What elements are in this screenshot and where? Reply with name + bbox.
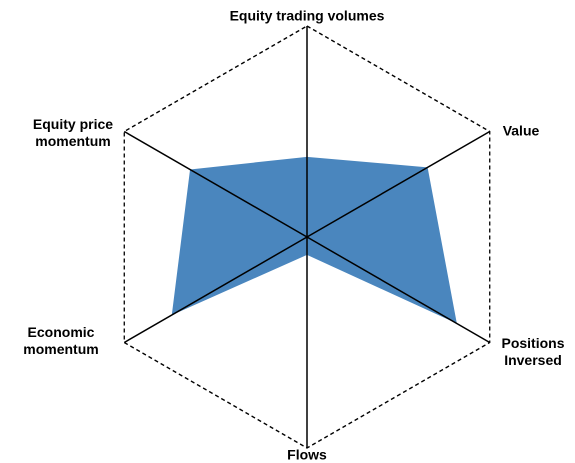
axis-line <box>123 236 308 344</box>
axis-line <box>306 130 491 238</box>
axis-label: Flows <box>287 446 327 463</box>
axis-label: Equity trading volumes <box>229 7 385 24</box>
axis-label: Equity price momentum <box>32 116 114 149</box>
axis-line <box>306 236 491 344</box>
axis-label: Economic momentum <box>23 324 99 357</box>
axis-label: Value <box>502 122 540 139</box>
axis-line <box>123 130 308 238</box>
axis-label: Positions Inversed <box>501 335 565 368</box>
